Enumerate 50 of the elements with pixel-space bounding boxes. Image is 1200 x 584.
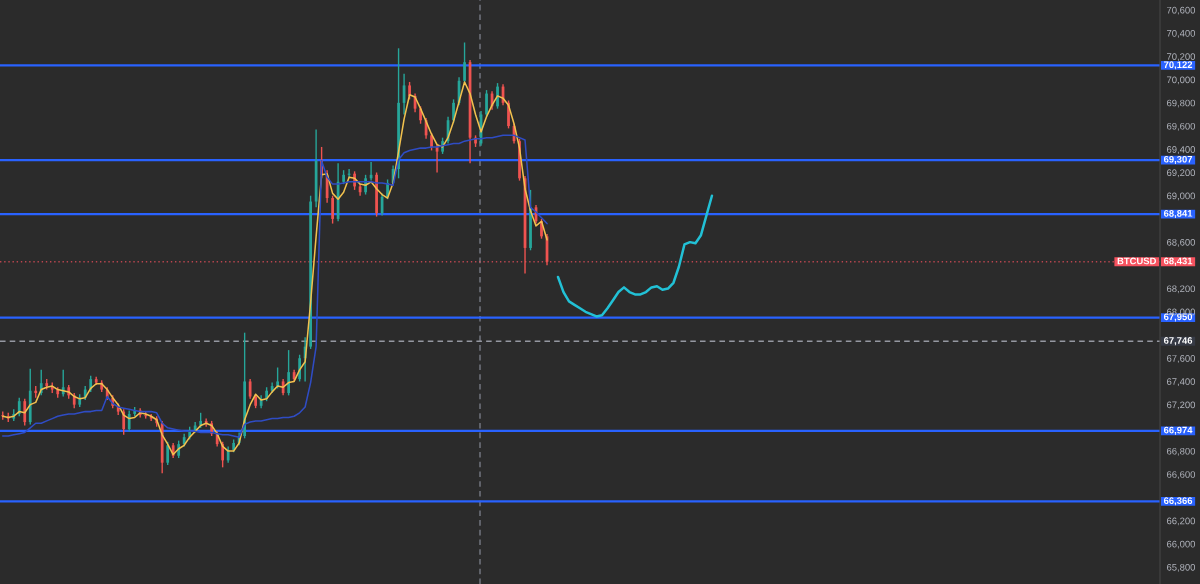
y-tick-label: 66,600	[1167, 471, 1196, 479]
candlestick	[342, 169, 345, 185]
candlestick	[17, 396, 21, 417]
y-tick-label: 69,600	[1167, 122, 1196, 131]
y-tick-label: 70,000	[1167, 76, 1196, 85]
y-tick-label: 70,200	[1167, 53, 1196, 62]
ref-line-label: 67,746	[1163, 337, 1193, 346]
ref-line-label: 69,307	[1163, 155, 1193, 164]
y-tick-label: 66,200	[1167, 517, 1196, 526]
y-tick-label: 68,600	[1167, 238, 1196, 247]
candlestick	[276, 366, 279, 390]
candlestick	[298, 354, 301, 383]
candlestick	[243, 331, 247, 440]
annotation: BTCUSD	[1117, 257, 1156, 265]
candlestick	[221, 441, 225, 469]
candlestick	[375, 171, 378, 218]
candlestick	[485, 89, 488, 118]
candlestick	[204, 417, 208, 428]
y-tick-label: 66,000	[1167, 540, 1196, 549]
candlestick	[496, 82, 499, 110]
y-tick-label: 69,400	[1167, 146, 1196, 154]
ref-line-label: 68,841	[1163, 210, 1193, 219]
candlestick	[254, 393, 258, 409]
y-tick-label: 69,000	[1167, 192, 1196, 201]
ref-line-label: 66,366	[1163, 497, 1193, 506]
y-tick-label: 70,400	[1167, 30, 1196, 38]
line-series	[556, 194, 714, 318]
candlestick	[408, 81, 411, 101]
candlestick	[122, 408, 126, 436]
y-tick-label: 67,400	[1167, 378, 1196, 387]
ref-line-label: 66,974	[1163, 426, 1193, 435]
ref-line-label: 68,431	[1163, 257, 1193, 266]
y-tick-label: 69,200	[1167, 169, 1196, 178]
candlestick	[463, 41, 466, 84]
candlestick	[127, 409, 131, 433]
y-tick-label: 67,600	[1167, 355, 1196, 363]
candlestick	[507, 99, 510, 130]
candlestick	[248, 378, 252, 400]
y-tick-label: 70,600	[1167, 6, 1196, 15]
y-tick-label: 66,800	[1167, 447, 1196, 456]
candlestick	[232, 438, 236, 453]
candlestick	[265, 386, 269, 402]
candlestick	[331, 195, 334, 225]
candlestick	[23, 398, 27, 427]
ref-line-label: 70,122	[1164, 61, 1193, 70]
y-tick-label: 65,800	[1167, 564, 1196, 572]
y-tick-label: 67,200	[1167, 401, 1196, 410]
y-tick-label: 69,800	[1167, 99, 1196, 108]
candlestick	[287, 349, 290, 397]
y-tick-label: 68,200	[1167, 285, 1196, 294]
